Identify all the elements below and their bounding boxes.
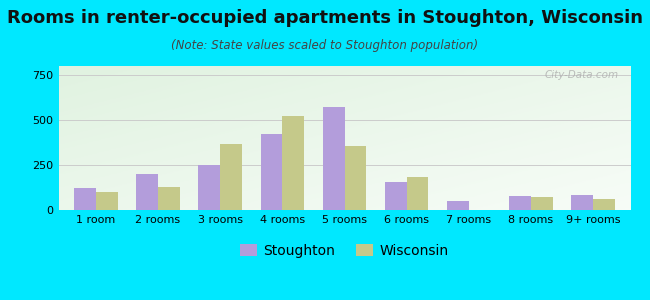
Bar bbox=[96, 192, 118, 210]
Bar bbox=[509, 196, 531, 210]
Bar bbox=[261, 134, 282, 210]
Text: City-Data.com: City-Data.com bbox=[545, 70, 619, 80]
Bar bbox=[344, 146, 366, 210]
Bar bbox=[571, 195, 593, 210]
Bar bbox=[136, 174, 158, 210]
Bar bbox=[220, 144, 242, 210]
Bar bbox=[282, 116, 304, 210]
Bar bbox=[323, 106, 345, 210]
Bar bbox=[158, 187, 180, 210]
Bar bbox=[593, 199, 615, 210]
Bar bbox=[407, 177, 428, 210]
Bar bbox=[74, 188, 96, 210]
Text: (Note: State values scaled to Stoughton population): (Note: State values scaled to Stoughton … bbox=[172, 39, 478, 52]
Bar bbox=[198, 165, 220, 210]
Text: Rooms in renter-occupied apartments in Stoughton, Wisconsin: Rooms in renter-occupied apartments in S… bbox=[7, 9, 643, 27]
Legend: Stoughton, Wisconsin: Stoughton, Wisconsin bbox=[235, 238, 454, 263]
Bar bbox=[385, 182, 407, 210]
Bar bbox=[531, 197, 552, 210]
Bar bbox=[447, 201, 469, 210]
